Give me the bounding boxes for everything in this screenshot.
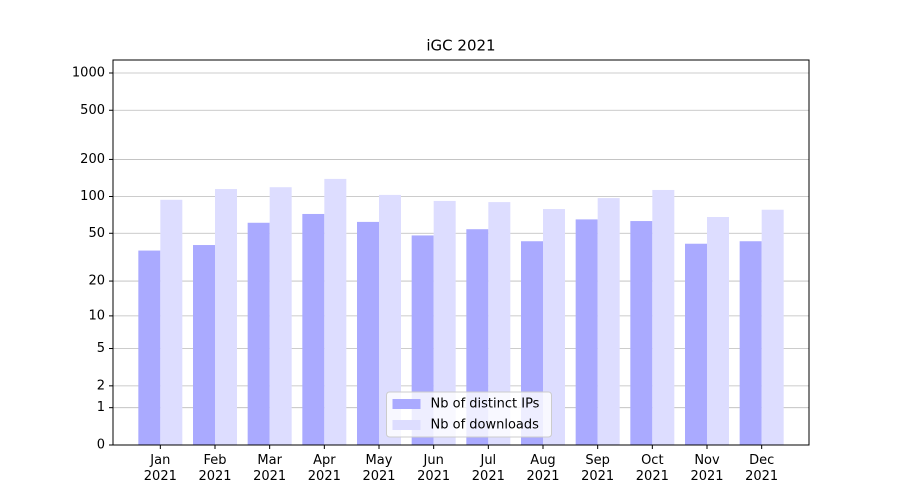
- x-tick-label: Feb 2021: [198, 453, 232, 484]
- bar: [761, 209, 784, 445]
- bar: [433, 200, 456, 445]
- bar: [543, 209, 565, 445]
- legend: Nb of distinct IPs Nb of downloads: [386, 391, 552, 438]
- bar: [324, 178, 347, 446]
- legend-label: Nb of distinct IPs: [431, 397, 540, 412]
- bar: [247, 222, 270, 445]
- bar: [302, 213, 325, 445]
- plot-frame: [112, 59, 810, 446]
- legend-box: [386, 391, 552, 438]
- legend-swatch: [392, 420, 421, 430]
- y-tick-label: 2: [97, 378, 105, 393]
- y-tick-label: 500: [80, 103, 105, 118]
- y-tick-label: 5: [97, 341, 105, 356]
- bar: [193, 245, 215, 445]
- bar: [685, 243, 707, 445]
- x-tick-label: Dec 2021: [745, 453, 779, 484]
- legend-label: Nb of downloads: [431, 418, 540, 433]
- bar: [488, 202, 511, 445]
- x-tick-label: Mar 2021: [253, 453, 287, 484]
- x-tick-label: Aug 2021: [526, 453, 560, 484]
- bar: [138, 250, 161, 445]
- y-tick-label: 10: [88, 308, 105, 323]
- bar: [357, 221, 379, 445]
- x-tick-label: Oct 2021: [635, 453, 669, 484]
- bar: [707, 217, 729, 445]
- chart-title: iGC 2021: [426, 37, 495, 55]
- bar: [739, 241, 762, 445]
- bar: [575, 219, 598, 445]
- bar: [160, 199, 183, 445]
- legend-swatch: [392, 399, 421, 409]
- bar: [630, 221, 653, 445]
- bar: [215, 189, 237, 445]
- bar: [269, 187, 292, 445]
- x-tick-label: Sep 2021: [581, 453, 615, 484]
- x-tick-label: Apr 2021: [307, 453, 341, 484]
- y-tick-label: 100: [80, 189, 105, 204]
- bar: [466, 229, 489, 445]
- bar: [652, 189, 675, 445]
- y-tick-label: 1000: [72, 65, 105, 80]
- bar: [379, 194, 401, 445]
- x-tick-label: May 2021: [362, 453, 396, 484]
- y-tick-label: 50: [88, 226, 105, 241]
- y-tick-label: 1: [97, 400, 105, 415]
- bar: [597, 198, 620, 445]
- y-tick-label: 20: [88, 274, 105, 289]
- y-tick-label: 0: [97, 438, 105, 453]
- y-tick-label: 200: [80, 152, 105, 167]
- x-tick-label: Jun 2021: [417, 453, 451, 484]
- x-tick-label: Jul 2021: [471, 453, 505, 484]
- x-tick-label: Nov 2021: [690, 453, 724, 484]
- x-tick-label: Jan 2021: [143, 453, 177, 484]
